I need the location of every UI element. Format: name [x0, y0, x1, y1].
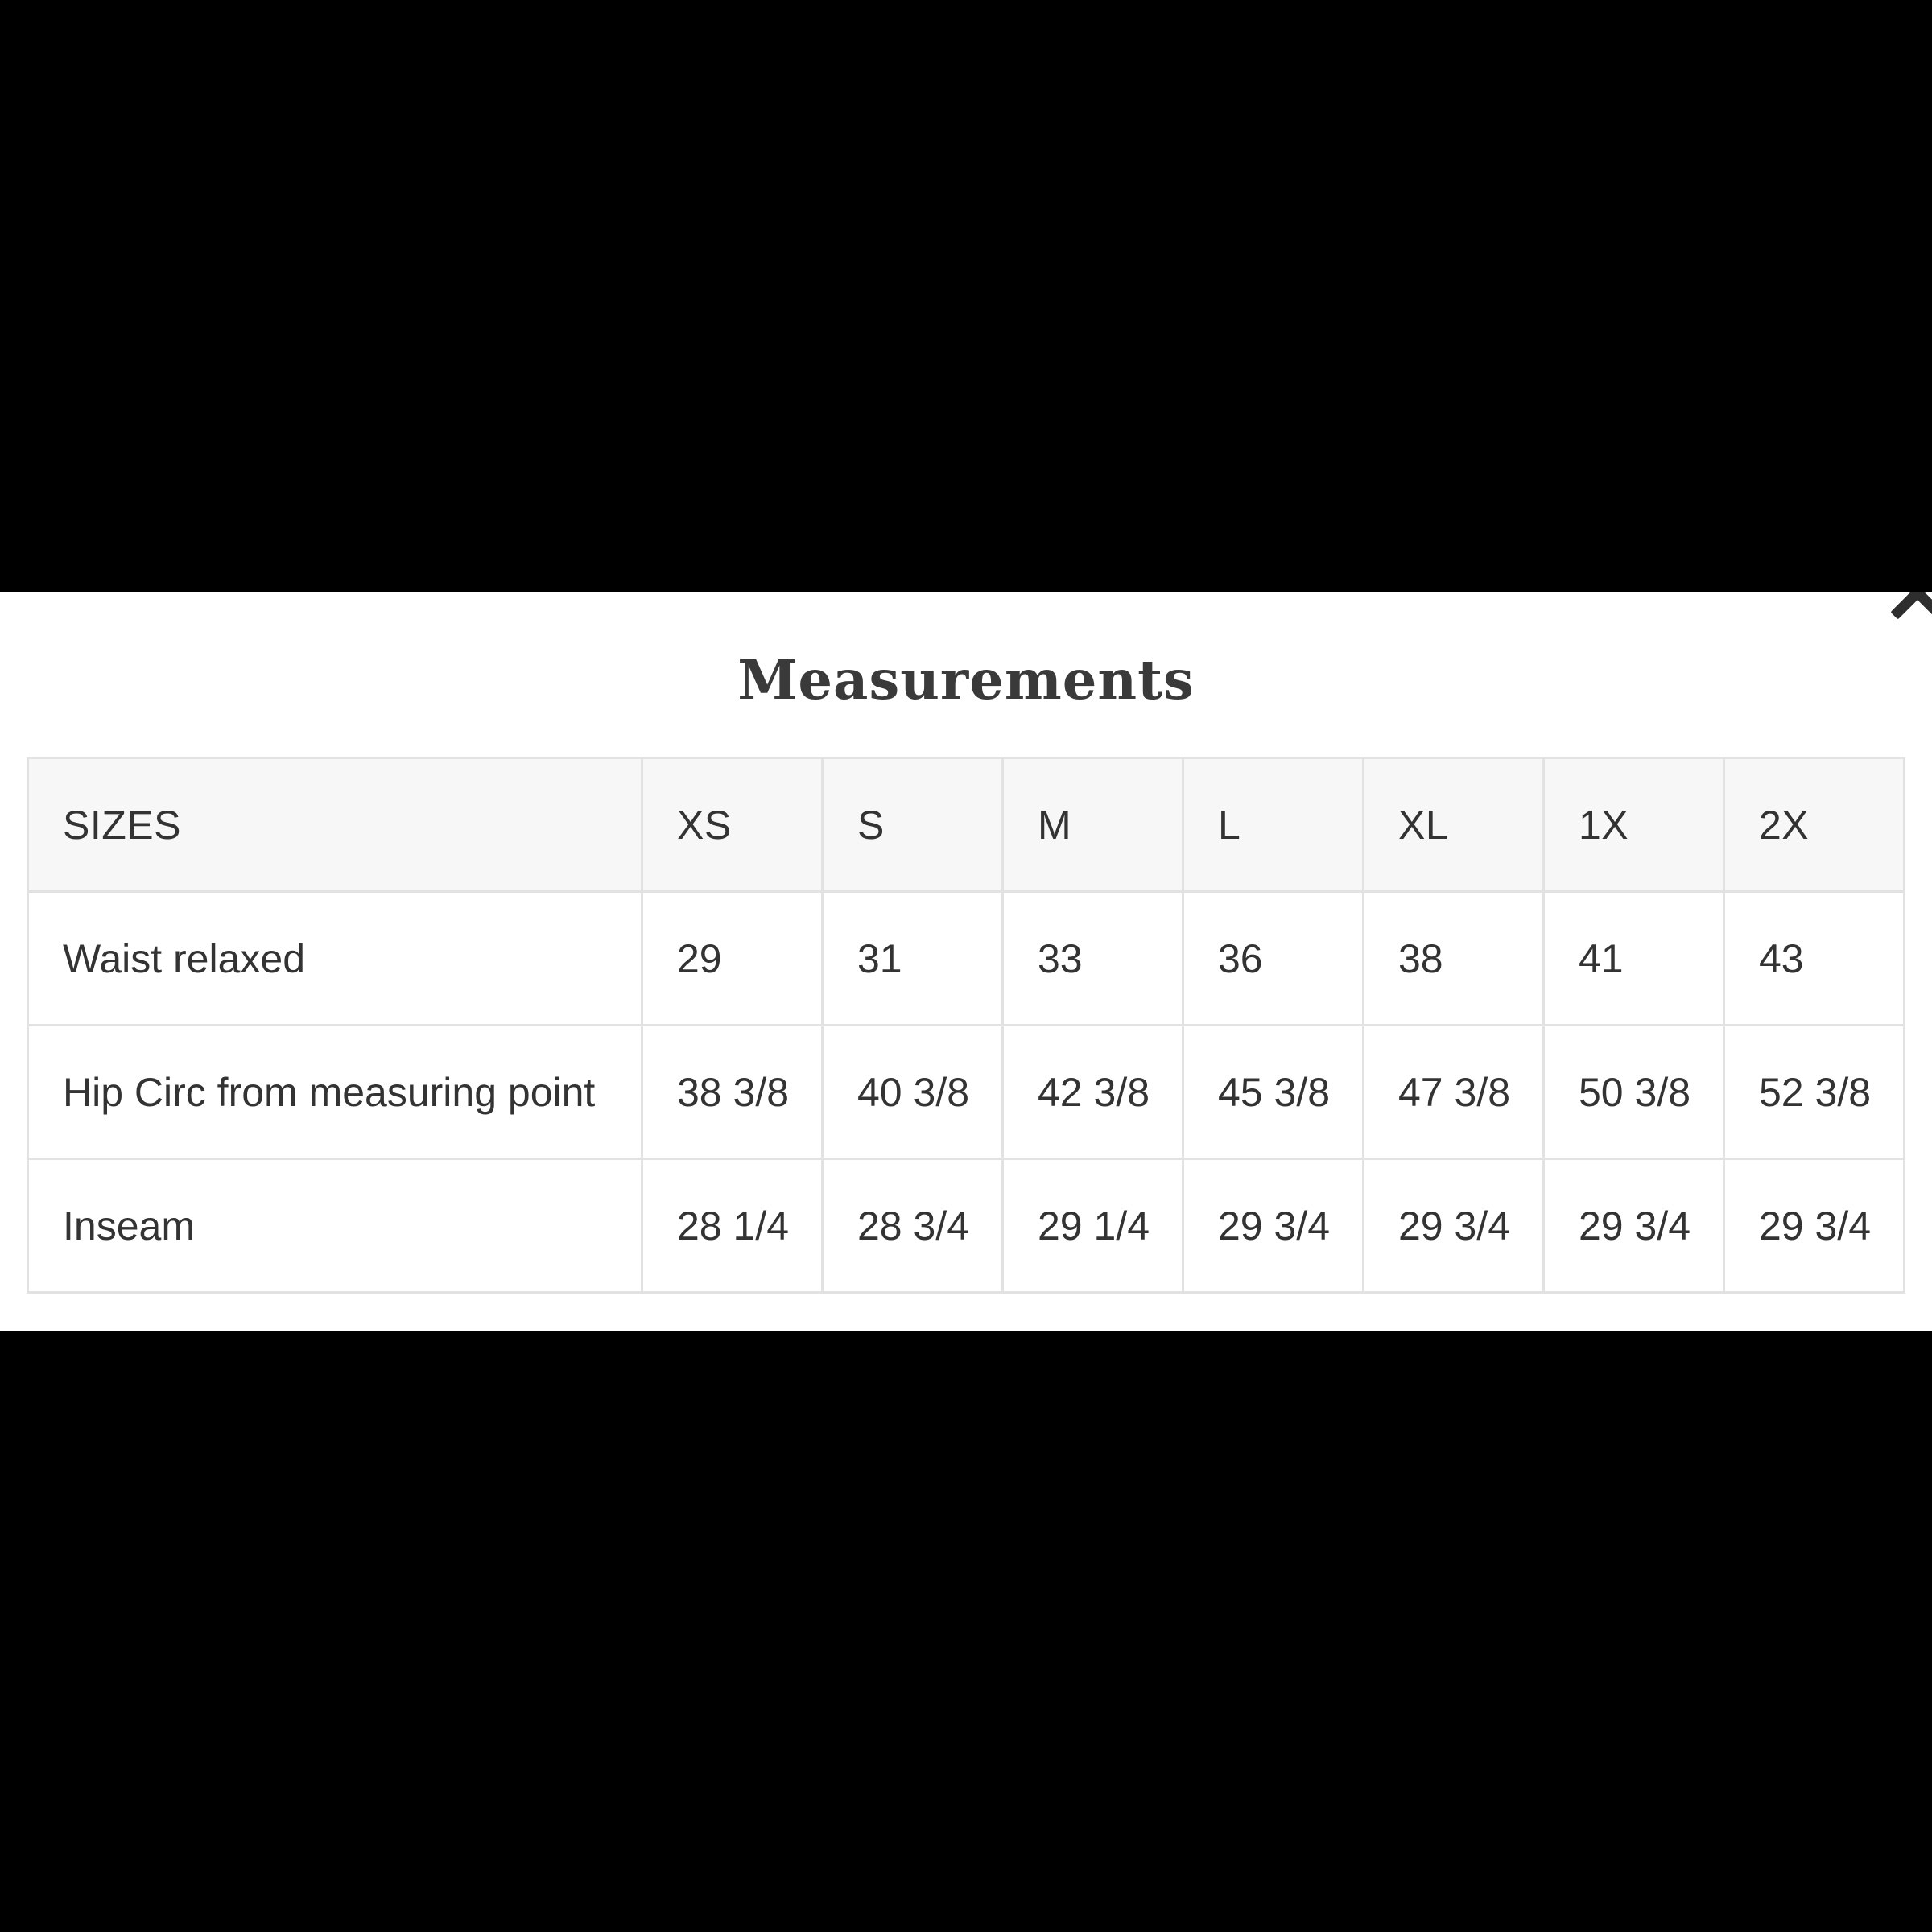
cell-value: 28 3/4: [821, 1158, 1004, 1294]
cell-value: 29 3/4: [1182, 1158, 1364, 1294]
cell-value: 38 3/8: [641, 1024, 824, 1160]
cell-value: 45 3/8: [1182, 1024, 1364, 1160]
cell-value: 29 3/4: [1723, 1158, 1905, 1294]
measurements-panel: Measurements SIZES XS S M L XL 1X 2X Wai…: [0, 592, 1932, 1331]
table-row-hip: Hip Circ from measuring point 38 3/8 40 …: [27, 1024, 1905, 1160]
cell-value: 40 3/8: [821, 1024, 1004, 1160]
column-header-m: M: [1001, 757, 1184, 893]
cell-value: 43: [1723, 890, 1905, 1026]
row-label: Hip Circ from measuring point: [27, 1024, 643, 1160]
bottom-black-overlay: [0, 1331, 1932, 1932]
measurements-table: SIZES XS S M L XL 1X 2X Waist relaxed 29…: [27, 757, 1905, 1294]
column-header-s: S: [821, 757, 1004, 893]
column-header-sizes: SIZES: [27, 757, 643, 893]
cell-value: 50 3/8: [1542, 1024, 1725, 1160]
column-header-1x: 1X: [1542, 757, 1725, 893]
column-header-xs: XS: [641, 757, 824, 893]
top-black-overlay: [0, 0, 1932, 592]
row-label: Inseam: [27, 1158, 643, 1294]
cell-value: 29 3/4: [1542, 1158, 1725, 1294]
column-header-l: L: [1182, 757, 1364, 893]
cell-value: 29 1/4: [1001, 1158, 1184, 1294]
cell-value: 28 1/4: [641, 1158, 824, 1294]
cell-value: 41: [1542, 890, 1725, 1026]
cell-value: 33: [1001, 890, 1184, 1026]
cell-value: 47 3/8: [1362, 1024, 1545, 1160]
cell-value: 52 3/8: [1723, 1024, 1905, 1160]
cell-value: 36: [1182, 890, 1364, 1026]
column-header-xl: XL: [1362, 757, 1545, 893]
column-header-2x: 2X: [1723, 757, 1905, 893]
table-header-row: SIZES XS S M L XL 1X 2X: [27, 757, 1905, 893]
cell-value: 42 3/8: [1001, 1024, 1184, 1160]
close-icon[interactable]: [1890, 592, 1932, 620]
page-title: Measurements: [737, 648, 1195, 712]
cell-value: 38: [1362, 890, 1545, 1026]
cell-value: 31: [821, 890, 1004, 1026]
table-row-waist: Waist relaxed 29 31 33 36 38 41 43: [27, 890, 1905, 1026]
cell-value: 29: [641, 890, 824, 1026]
cell-value: 29 3/4: [1362, 1158, 1545, 1294]
row-label: Waist relaxed: [27, 890, 643, 1026]
table-row-inseam: Inseam 28 1/4 28 3/4 29 1/4 29 3/4 29 3/…: [27, 1158, 1905, 1294]
